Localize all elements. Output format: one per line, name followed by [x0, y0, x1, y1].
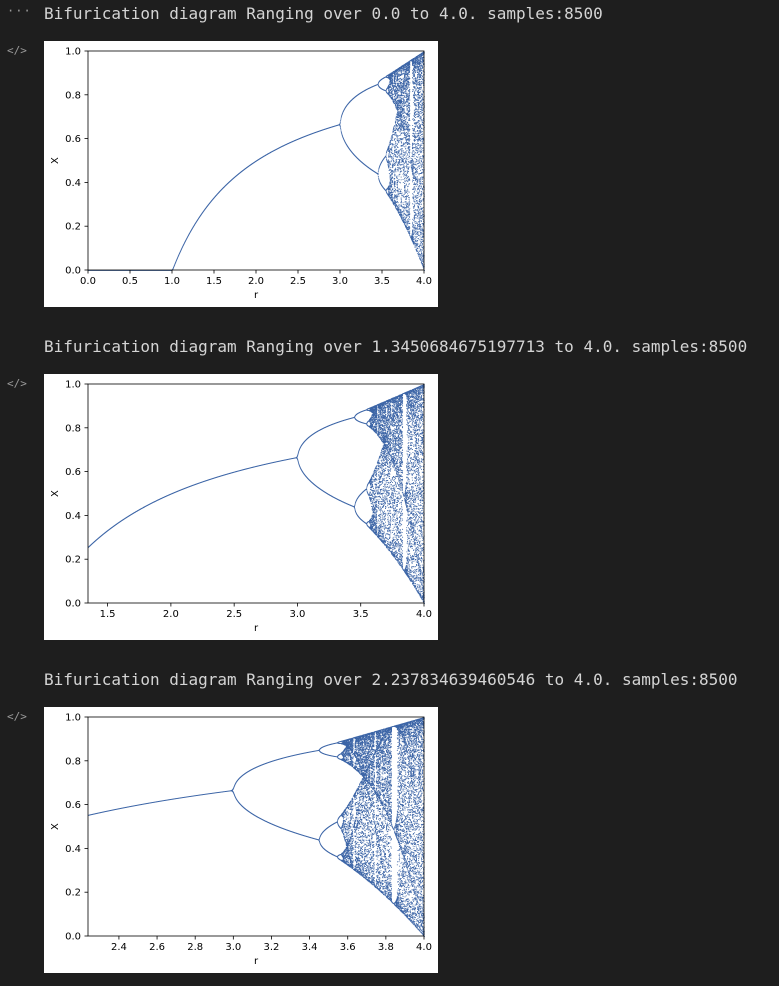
bifurcation-plot: 0.0 0.5 1.0 1.5 2.0 2.5 3.0 3.5 4.0 0.0 0.2 0.4 0.6 0… — [44, 41, 438, 307]
output-title: Bifurication diagram Ranging over 2.2378… — [44, 670, 738, 689]
y-tick-label: 0.6 — [65, 134, 81, 145]
x-axis-label: r — [254, 623, 259, 634]
x-tick-label: 3.8 — [378, 942, 394, 953]
y-tick-label: 0.4 — [65, 178, 81, 189]
data-points — [88, 717, 425, 937]
output-title: Bifurication diagram Ranging over 0.0 to… — [44, 4, 603, 23]
x-tick-label: 4.0 — [416, 609, 432, 620]
x-tick-label: 3.0 — [289, 609, 305, 620]
x-tick-label: 3.0 — [332, 276, 348, 287]
chart-svg: 2.4 2.6 2.8 3.0 3.2 3.4 3.6 3.8 4.0 0.0 0.2 0.4 0.6 0… — [50, 713, 432, 968]
code-icon[interactable]: </> — [7, 710, 27, 723]
x-tick-label: 2.5 — [226, 609, 242, 620]
y-tick-label: 0.4 — [65, 844, 81, 855]
output-cell-3: Bifurication diagram Ranging over 2.2378… — [0, 666, 779, 976]
x-tick-label: 3.4 — [302, 942, 318, 953]
y-tick-label: 1.0 — [65, 713, 81, 724]
y-tick-label: 0.6 — [65, 467, 81, 478]
y-axis-label: X — [50, 157, 61, 164]
x-tick-label: 2.6 — [149, 942, 165, 953]
x-tick-label: 1.5 — [100, 609, 116, 620]
y-axis-label: X — [50, 490, 61, 497]
scatter-points — [88, 717, 425, 937]
x-tick-label: 2.5 — [290, 276, 306, 287]
data-points — [88, 51, 425, 271]
y-tick-label: 0.8 — [65, 756, 81, 767]
y-tick-label: 0.6 — [65, 800, 81, 811]
x-tick-label: 3.5 — [353, 609, 369, 620]
y-tick-label: 1.0 — [65, 47, 81, 58]
x-tick-label: 3.0 — [225, 942, 241, 953]
chart-svg: 0.0 0.5 1.0 1.5 2.0 2.5 3.0 3.5 4.0 0.0 0.2 0.4 0.6 0… — [50, 47, 432, 302]
y-tick-label: 1.0 — [65, 380, 81, 391]
bifurcation-plot: 1.5 2.0 2.5 3.0 3.5 4.0 0.0 0.2 0.4 0.6 0.8 1.0 r X — [44, 374, 438, 640]
scatter-points — [88, 51, 425, 271]
output-cell-2: Bifurication diagram Ranging over 1.3450… — [0, 333, 779, 643]
scatter-points — [88, 384, 425, 604]
y-tick-label: 0.0 — [65, 266, 81, 277]
y-axis-label: X — [50, 823, 61, 830]
bifurcation-plot: 2.4 2.6 2.8 3.0 3.2 3.4 3.6 3.8 4.0 0.0 0.2 0.4 0.6 0… — [44, 707, 438, 973]
code-icon[interactable]: </> — [7, 377, 27, 390]
x-tick-label: 4.0 — [416, 276, 432, 287]
x-tick-label: 2.8 — [187, 942, 203, 953]
data-points — [88, 384, 425, 604]
code-icon[interactable]: </> — [7, 44, 27, 57]
chart-svg: 1.5 2.0 2.5 3.0 3.5 4.0 0.0 0.2 0.4 0.6 0.8 1.0 r X — [50, 380, 432, 635]
y-tick-label: 0.2 — [65, 555, 81, 566]
x-axis-label: r — [254, 956, 259, 967]
axes-frame — [87, 716, 425, 937]
x-axis-label: r — [254, 290, 259, 301]
x-tick-label: 0.5 — [122, 276, 138, 287]
output-title: Bifurication diagram Ranging over 1.3450… — [44, 337, 748, 356]
axes-frame — [87, 50, 425, 271]
x-tick-label: 3.6 — [340, 942, 356, 953]
y-tick-label: 0.8 — [65, 423, 81, 434]
x-tick-label: 0.0 — [80, 276, 96, 287]
axes-frame — [87, 383, 425, 604]
y-tick-label: 0.2 — [65, 222, 81, 233]
x-tick-label: 2.4 — [111, 942, 127, 953]
y-tick-label: 0.0 — [65, 932, 81, 943]
x-tick-label: 1.0 — [164, 276, 180, 287]
x-tick-label: 4.0 — [416, 942, 432, 953]
x-tick-label: 2.0 — [248, 276, 264, 287]
output-cell-1: Bifurication diagram Ranging over 0.0 to… — [0, 0, 779, 310]
y-tick-label: 0.2 — [65, 888, 81, 899]
y-tick-label: 0.0 — [65, 599, 81, 610]
y-tick-label: 0.8 — [65, 90, 81, 101]
x-tick-label: 3.2 — [264, 942, 280, 953]
more-options-icon[interactable]: ··· — [7, 4, 32, 18]
x-tick-label: 2.0 — [163, 609, 179, 620]
x-tick-label: 1.5 — [206, 276, 222, 287]
y-tick-label: 0.4 — [65, 511, 81, 522]
x-tick-label: 3.5 — [374, 276, 390, 287]
